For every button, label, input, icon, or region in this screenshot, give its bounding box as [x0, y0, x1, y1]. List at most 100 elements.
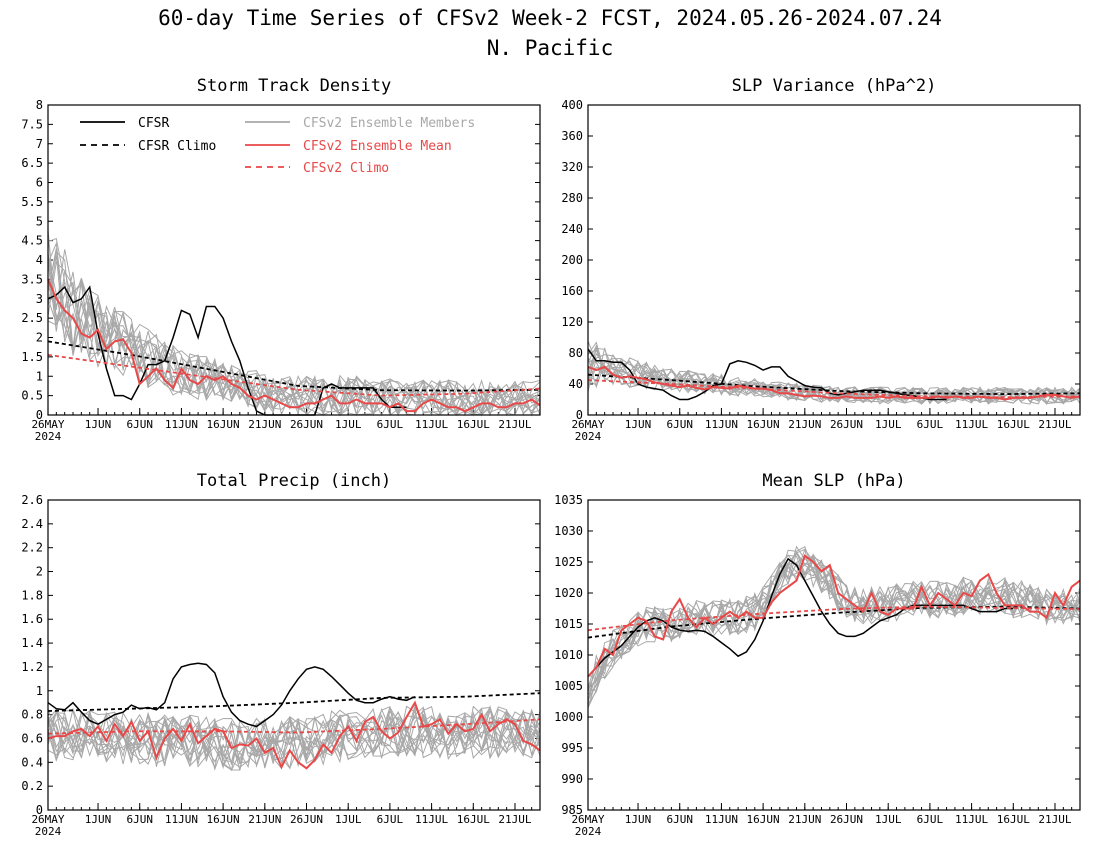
- series-cfsv2_climo: [47, 354, 541, 397]
- y-tick-label: 1010: [554, 648, 583, 662]
- x-tick-label: 16JUL: [457, 813, 490, 826]
- x-tick-label: 16JUL: [997, 813, 1030, 826]
- y-tick-label: 200: [561, 253, 583, 267]
- ensemble-member-line: [587, 557, 1081, 701]
- x-tick-label: 16JUN: [747, 418, 780, 431]
- x-tick-label: 16JUL: [457, 418, 490, 431]
- x-tick-label: 21JUL: [498, 418, 531, 431]
- y-tick-label: 2.5: [21, 311, 43, 325]
- x-tick-label: 11JUN: [165, 813, 198, 826]
- x-tick-label: 26MAY: [31, 418, 64, 431]
- y-tick-label: 320: [561, 160, 583, 174]
- x-tick-label: 21JUL: [498, 813, 531, 826]
- y-tick-label: 360: [561, 129, 583, 143]
- x-tick-label: 26MAY: [571, 813, 604, 826]
- y-tick-label: 0.6: [21, 731, 43, 745]
- x-tick-label: 11JUL: [955, 418, 988, 431]
- x-tick-label: 26MAY: [571, 418, 604, 431]
- figure-title: 60-day Time Series of CFSv2 Week-2 FCST,…: [158, 6, 942, 30]
- x-tick-label: 6JUL: [917, 813, 944, 826]
- series-cfsr: [587, 557, 1014, 678]
- y-tick-label: 8: [36, 98, 43, 112]
- y-tick-label: 1.5: [21, 350, 43, 364]
- y-tick-label: 1030: [554, 524, 583, 538]
- y-tick-label: 80: [569, 346, 583, 360]
- ensemble-member-line: [587, 553, 1081, 692]
- x-tick-label: 16JUL: [997, 418, 1030, 431]
- ensemble-member-line: [587, 545, 1081, 704]
- chart-panel: Mean SLP (hPa) 985 990 995 1000 1005 1010 1015 1…: [554, 471, 1081, 838]
- ensemble-member-line: [587, 340, 1081, 404]
- y-tick-label: 5.5: [21, 195, 43, 209]
- ensemble-member-line: [47, 705, 541, 772]
- y-tick-label: 5: [36, 214, 43, 228]
- plot-frame: [587, 499, 1081, 811]
- x-tick-label: 11JUN: [705, 418, 738, 431]
- y-tick-label: 1005: [554, 679, 583, 693]
- x-tick-label: 21JUN: [248, 418, 281, 431]
- x-tick-label: 1JUN: [625, 813, 652, 826]
- x-tick-label: 6JUL: [917, 418, 944, 431]
- x-tick-label: 1JUN: [85, 813, 112, 826]
- plot-frame: [47, 104, 541, 416]
- ensemble-member-line: [47, 707, 541, 771]
- x-year-label: 2024: [575, 825, 602, 838]
- y-tick-label: 1: [36, 369, 43, 383]
- x-tick-label: 26JUN: [830, 813, 863, 826]
- x-tick-label: 26JUN: [290, 418, 323, 431]
- y-tick-label: 120: [561, 315, 583, 329]
- y-tick-label: 0: [576, 408, 583, 422]
- ensemble-member-line: [47, 241, 541, 414]
- ensemble-member-line: [587, 548, 1081, 692]
- legend: CFSR CFSR Climo CFSv2 Ensemble Members CFSv…: [80, 116, 475, 176]
- series-cfsr_climo: [47, 692, 541, 712]
- legend-label-cfsv2_climo: CFSv2 Climo: [303, 161, 389, 176]
- x-year-label: 2024: [35, 825, 62, 838]
- y-tick-label: 400: [561, 98, 583, 112]
- y-tick-label: 0.8: [21, 708, 43, 722]
- panel-title: Storm Track Density: [197, 76, 391, 96]
- x-tick-label: 21JUN: [248, 813, 281, 826]
- ensemble-member-line: [47, 706, 541, 768]
- y-tick-label: 0: [36, 803, 43, 817]
- y-tick-label: 2: [36, 331, 43, 345]
- y-tick-label: 6: [36, 176, 43, 190]
- x-tick-label: 1JUL: [875, 418, 902, 431]
- y-tick-label: 7.5: [21, 117, 43, 131]
- y-tick-label: 985: [561, 803, 583, 817]
- series-ens_mean: [587, 365, 1081, 401]
- y-tick-label: 1.4: [21, 636, 43, 650]
- x-tick-label: 11JUL: [955, 813, 988, 826]
- ensemble-member-line: [47, 706, 541, 771]
- panel-title: SLP Variance (hPa^2): [732, 76, 937, 96]
- x-tick-label: 1JUL: [335, 418, 362, 431]
- x-tick-label: 6JUN: [666, 418, 693, 431]
- x-year-label: 2024: [575, 430, 602, 443]
- plot-frame: [587, 104, 1081, 416]
- y-tick-label: 0.4: [21, 755, 43, 769]
- legend-label-cfsr_climo: CFSR Climo: [138, 139, 216, 154]
- y-tick-label: 4.5: [21, 234, 43, 248]
- x-tick-label: 21JUL: [1038, 418, 1071, 431]
- y-tick-label: 2.4: [21, 517, 43, 531]
- ensemble-member-line: [47, 705, 541, 771]
- x-tick-label: 11JUL: [415, 418, 448, 431]
- y-tick-label: 1.8: [21, 588, 43, 602]
- x-tick-label: 6JUN: [126, 418, 153, 431]
- x-tick-label: 21JUN: [788, 813, 821, 826]
- y-tick-label: 280: [561, 191, 583, 205]
- series-ens_mean: [47, 700, 541, 770]
- figure-subtitle: N. Pacific: [487, 36, 613, 60]
- x-tick-label: 26JUN: [290, 813, 323, 826]
- y-tick-label: 3.5: [21, 272, 43, 286]
- y-tick-label: 990: [561, 772, 583, 786]
- series-cfsr_climo: [47, 340, 541, 392]
- y-tick-label: 0.2: [21, 779, 43, 793]
- chart-panel: Total Precip (inch) 0 0.2 0.4 0.6 0.8 1 1.2 1.4 1…: [21, 471, 541, 838]
- y-tick-label: 7: [36, 137, 43, 151]
- y-tick-label: 1000: [554, 710, 583, 724]
- x-tick-label: 1JUN: [85, 418, 112, 431]
- y-tick-label: 160: [561, 284, 583, 298]
- legend-label-members: CFSv2 Ensemble Members: [303, 116, 475, 131]
- y-tick-label: 0.5: [21, 389, 43, 403]
